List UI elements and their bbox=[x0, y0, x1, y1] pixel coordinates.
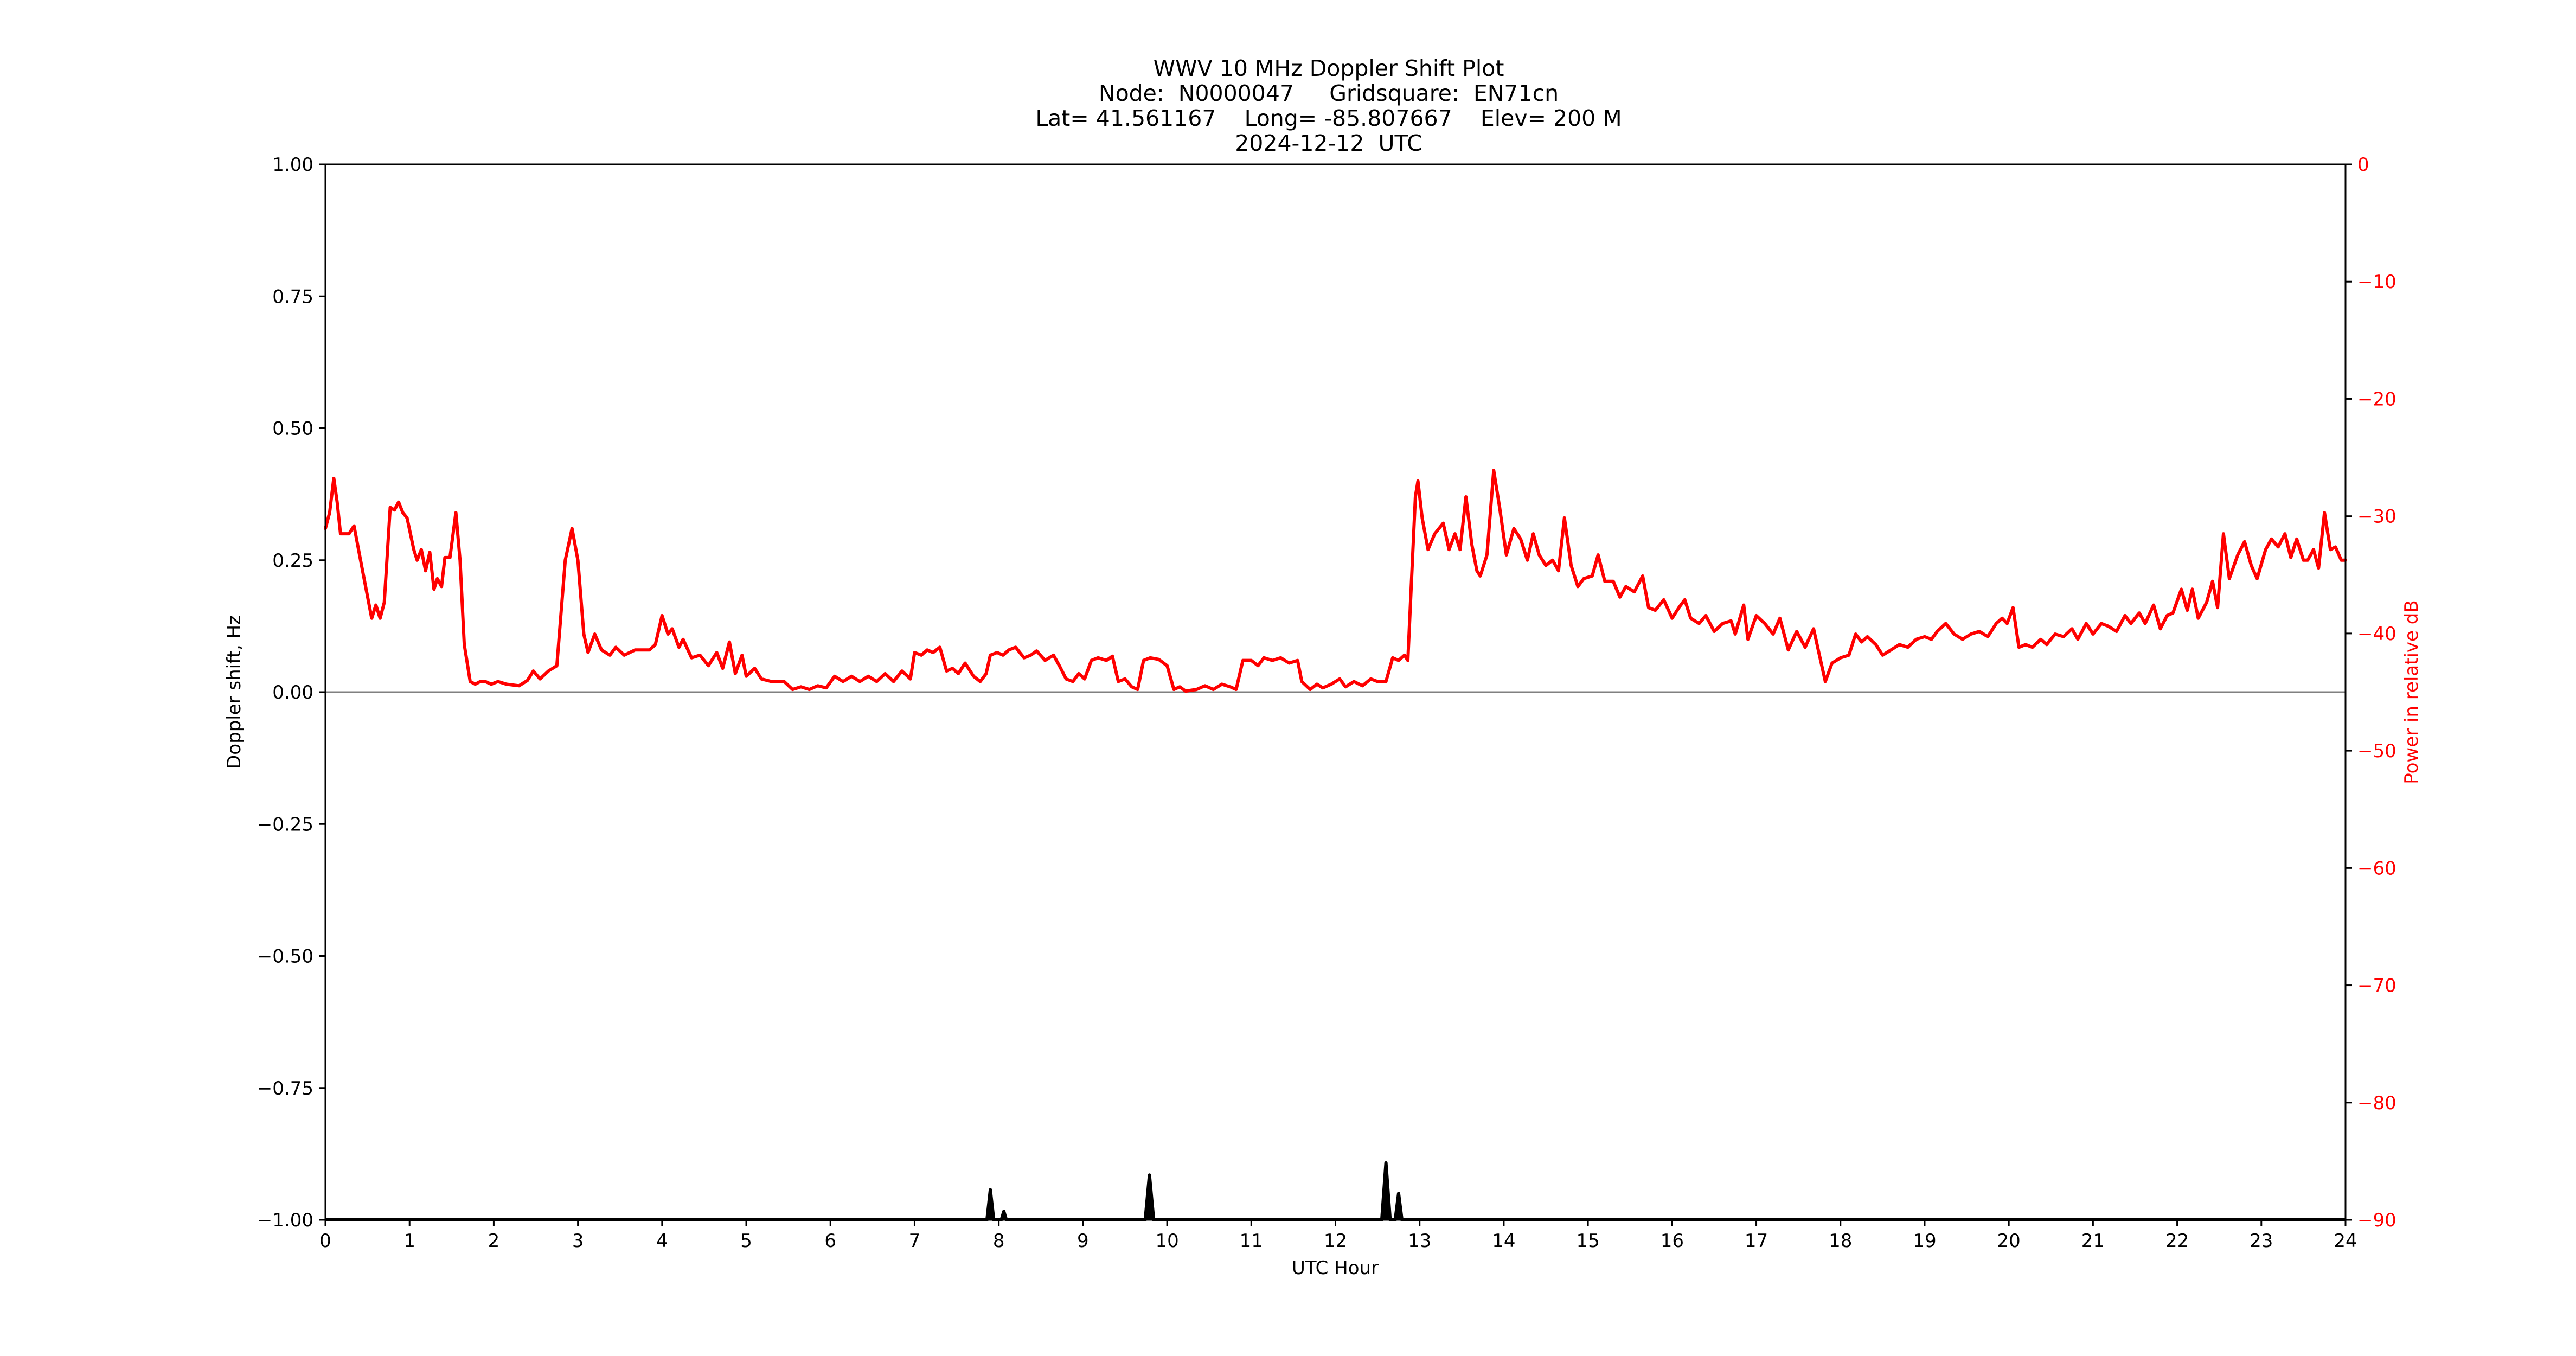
chart-subtitle-node: Node: N0000047 Gridsquare: EN71cn bbox=[1099, 80, 1559, 106]
y-right-tick-label: −20 bbox=[2357, 388, 2396, 410]
chart-subtitle-date: 2024-12-12 UTC bbox=[1235, 130, 1422, 156]
doppler-shift-line bbox=[325, 1161, 2346, 1221]
x-tick-label: 15 bbox=[1576, 1230, 1599, 1252]
x-tick-label: 23 bbox=[2250, 1230, 2273, 1252]
x-tick-label: 5 bbox=[740, 1230, 752, 1252]
y-right-tick-label: −90 bbox=[2357, 1210, 2396, 1231]
y-right-tick-label: −70 bbox=[2357, 975, 2396, 997]
y-right-tick-label: −40 bbox=[2357, 623, 2396, 645]
y-right-tick-label: −50 bbox=[2357, 740, 2396, 762]
y-right-tick-label: −10 bbox=[2357, 271, 2396, 293]
x-tick-label: 2 bbox=[488, 1230, 500, 1252]
x-axis-ticks: 0 1 2 3 4 5 6 7 8 9 10 11 12 13 14 15 16 17 18 19 20 21 22 23 24 bbox=[319, 1220, 2357, 1252]
x-axis-label: UTC Hour bbox=[1292, 1257, 1379, 1279]
y-axis-right-label: Power in relative dB bbox=[2401, 600, 2423, 784]
x-tick-label: 14 bbox=[1492, 1230, 1515, 1252]
x-tick-label: 9 bbox=[1077, 1230, 1089, 1252]
x-tick-label: 18 bbox=[1829, 1230, 1852, 1252]
x-tick-label: 3 bbox=[572, 1230, 584, 1252]
y-axis-left-label: Doppler shift, Hz bbox=[223, 615, 245, 769]
y-right-tick-label: −80 bbox=[2357, 1092, 2396, 1114]
x-tick-label: 10 bbox=[1155, 1230, 1178, 1252]
y-tick-label: 0.00 bbox=[272, 682, 313, 703]
y-axis-left-ticks: 1.00 0.75 0.50 0.25 0.00 −0.25 −0.50 −0.75 −1.00 bbox=[257, 154, 325, 1231]
chart-subtitle-location: Lat= 41.561167 Long= -85.807667 Elev= 20… bbox=[1035, 105, 1622, 131]
y-right-tick-label: 0 bbox=[2357, 154, 2369, 176]
x-tick-label: 8 bbox=[993, 1230, 1005, 1252]
chart-title-block: WWV 10 MHz Doppler Shift Plot Node: N000… bbox=[1035, 55, 1622, 156]
x-tick-label: 20 bbox=[1997, 1230, 2021, 1252]
x-tick-label: 12 bbox=[1324, 1230, 1347, 1252]
power-line bbox=[324, 469, 2347, 693]
x-tick-label: 17 bbox=[1745, 1230, 1768, 1252]
y-tick-label: −1.00 bbox=[257, 1210, 313, 1231]
y-tick-label: 0.25 bbox=[272, 550, 313, 572]
y-tick-label: 1.00 bbox=[272, 154, 313, 176]
chart-title: WWV 10 MHz Doppler Shift Plot bbox=[1154, 55, 1504, 81]
doppler-shift-series bbox=[325, 1161, 2346, 1221]
y-tick-label: −0.50 bbox=[257, 946, 313, 968]
x-tick-label: 19 bbox=[1913, 1230, 1936, 1252]
x-tick-label: 0 bbox=[319, 1230, 331, 1252]
x-tick-label: 7 bbox=[909, 1230, 921, 1252]
y-right-tick-label: −30 bbox=[2357, 506, 2396, 528]
y-right-tick-label: −60 bbox=[2357, 858, 2396, 879]
x-tick-label: 13 bbox=[1408, 1230, 1431, 1252]
y-axis-right-ticks: 0 −10 −20 −30 −40 −50 −60 −70 −80 −90 bbox=[2346, 154, 2396, 1231]
y-tick-label: 0.50 bbox=[272, 418, 313, 440]
x-tick-label: 22 bbox=[2165, 1230, 2189, 1252]
x-tick-label: 11 bbox=[1240, 1230, 1263, 1252]
x-tick-label: 16 bbox=[1661, 1230, 1684, 1252]
x-tick-label: 24 bbox=[2334, 1230, 2357, 1252]
x-tick-label: 21 bbox=[2081, 1230, 2105, 1252]
y-tick-label: 0.75 bbox=[272, 286, 313, 308]
power-series bbox=[324, 469, 2347, 693]
x-tick-label: 6 bbox=[824, 1230, 836, 1252]
y-tick-label: −0.75 bbox=[257, 1078, 313, 1099]
x-tick-label: 4 bbox=[656, 1230, 668, 1252]
y-tick-label: −0.25 bbox=[257, 814, 313, 835]
x-tick-label: 1 bbox=[403, 1230, 415, 1252]
